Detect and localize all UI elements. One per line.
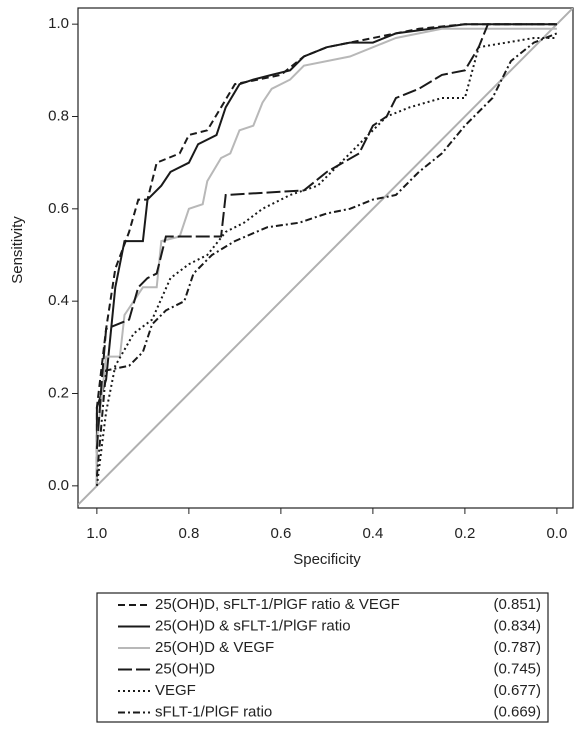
legend-value: (0.745)	[493, 660, 541, 677]
legend-label: sFLT-1/PlGF ratio	[155, 703, 272, 720]
x-tick-label: 0.2	[454, 525, 475, 542]
x-tick-label: 0.8	[178, 525, 199, 542]
plot-frame	[77, 7, 574, 509]
x-axis-label: Specificity	[293, 551, 361, 568]
legend-label: 25(OH)D, sFLT-1/PlGF ratio & VEGF	[155, 596, 400, 613]
legend-label: 25(OH)D & sFLT-1/PlGF ratio	[155, 617, 351, 634]
legend-box	[96, 592, 549, 723]
y-tick-label: 0.8	[48, 107, 69, 124]
roc-curve	[95, 32, 558, 477]
legend-value: (0.834)	[493, 617, 541, 634]
roc-curve	[95, 23, 557, 486]
y-tick-label: 0.2	[48, 384, 69, 401]
reference-line	[78, 8, 573, 506]
roc-curve	[95, 37, 557, 486]
y-axis-label: Sensitivity	[9, 216, 26, 284]
plot-area	[78, 8, 573, 506]
roc-curve	[95, 23, 557, 449]
roc-curve	[95, 27, 557, 486]
x-tick-label: 1.0	[86, 525, 107, 542]
x-tick-label: 0.0	[546, 525, 567, 542]
legend-value: (0.669)	[493, 703, 541, 720]
x-tick-label: 0.6	[270, 525, 291, 542]
legend-label: 25(OH)D & VEGF	[155, 639, 274, 656]
roc-curve	[95, 23, 557, 486]
y-tick-label: 0.6	[48, 200, 69, 217]
y-tick-label: 1.0	[48, 15, 69, 32]
y-tick-label: 0.4	[48, 292, 69, 309]
y-tick-label: 0.0	[48, 477, 69, 494]
legend-value: (0.677)	[493, 682, 541, 699]
legend-value: (0.851)	[493, 596, 541, 613]
legend-value: (0.787)	[493, 639, 541, 656]
x-tick-label: 0.4	[362, 525, 383, 542]
legend-label: VEGF	[155, 682, 196, 699]
legend-label: 25(OH)D	[155, 660, 215, 677]
